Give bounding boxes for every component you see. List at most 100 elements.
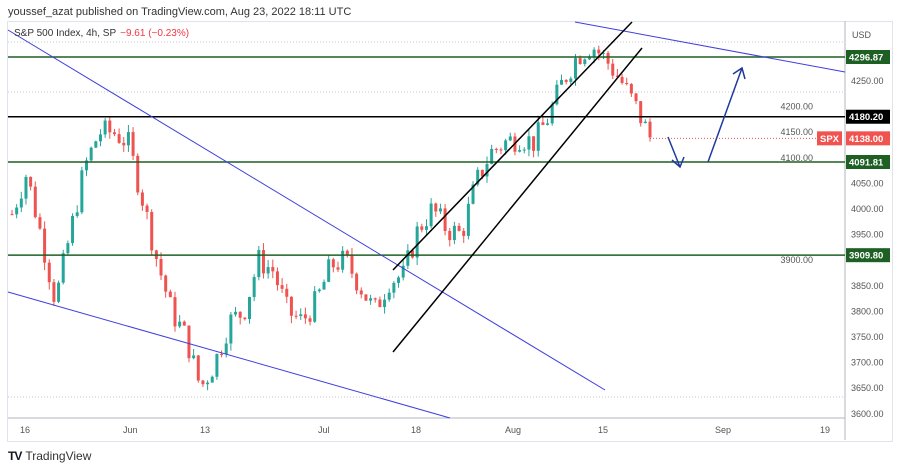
- candle-body: [355, 273, 359, 291]
- candle-body: [606, 52, 610, 64]
- candle-body: [140, 192, 144, 206]
- candle-body: [122, 142, 126, 146]
- candle-body: [43, 228, 47, 263]
- candle-body: [601, 52, 605, 54]
- down-arrow-icon[interactable]: [667, 136, 685, 169]
- candle-body: [541, 122, 545, 125]
- candle-body: [532, 136, 536, 151]
- candle-body: [10, 214, 14, 216]
- candle-body: [289, 296, 293, 316]
- candle-body: [643, 121, 647, 124]
- candle-body: [303, 314, 307, 319]
- price-tick: 3850.00: [851, 281, 884, 291]
- price-tick: 3650.00: [851, 383, 884, 393]
- level-price-label: 3909.80: [849, 251, 883, 262]
- candle-body: [527, 136, 531, 150]
- candle-body: [206, 382, 210, 385]
- candle-body: [550, 104, 554, 124]
- level-price-badge: [846, 154, 890, 169]
- candle-body: [117, 134, 121, 143]
- candle-body: [592, 49, 596, 57]
- candle-body: [215, 354, 219, 377]
- candle-body: [126, 132, 130, 146]
- symbol-badge: [817, 131, 842, 146]
- current-price-label: 4138.00: [849, 134, 883, 145]
- candle-body: [345, 250, 349, 255]
- candle-body: [620, 76, 624, 83]
- candle-body: [583, 59, 587, 65]
- chart-frame: [7, 21, 893, 442]
- candle-body: [401, 265, 405, 278]
- candle-body: [229, 314, 233, 344]
- level-price-label: 4296.87: [849, 53, 883, 64]
- candle-body: [178, 321, 182, 327]
- candle-body: [378, 299, 382, 308]
- candle-body: [480, 169, 484, 177]
- candle-body: [57, 282, 61, 302]
- candle-body: [308, 318, 312, 322]
- candle-body: [629, 83, 633, 94]
- candle-body: [299, 314, 303, 317]
- candle-body: [438, 208, 442, 212]
- candle-body: [47, 262, 51, 283]
- candle-body: [415, 226, 419, 258]
- candle-body: [564, 80, 568, 82]
- candle-body: [159, 259, 163, 276]
- candle-body: [164, 275, 168, 292]
- candle-body: [448, 230, 452, 241]
- candles: [10, 45, 652, 391]
- candle-body: [336, 267, 340, 270]
- candle-body: [150, 211, 154, 251]
- candle-body: [397, 277, 401, 283]
- currency-label: USD: [852, 30, 872, 40]
- published-info: youssef_azat published on TradingView.co…: [8, 6, 352, 18]
- candle-body: [271, 267, 275, 272]
- price-tick: 4100.00: [780, 153, 813, 163]
- candle-body: [364, 294, 368, 301]
- up-arrow-icon[interactable]: [707, 66, 746, 163]
- candle-body: [546, 123, 550, 125]
- candle-body: [71, 215, 75, 244]
- upper-resistance-trendline[interactable]: [574, 21, 846, 73]
- candle-body: [15, 207, 19, 215]
- candle-body: [103, 120, 107, 135]
- descending-trendline[interactable]: [7, 29, 606, 391]
- candle-body: [508, 136, 512, 141]
- candle-body: [98, 134, 102, 142]
- candle-body: [578, 58, 582, 65]
- price-tick: 4250.00: [851, 76, 884, 86]
- candle-body: [19, 198, 23, 208]
- candle-body: [80, 170, 84, 213]
- candle-body: [61, 253, 65, 283]
- candle-body: [85, 160, 89, 171]
- candle-body: [471, 184, 475, 204]
- level-price-badge: [846, 109, 890, 124]
- lower-trendline[interactable]: [7, 291, 451, 419]
- candle-body: [33, 186, 37, 218]
- level-price-badge: [846, 248, 890, 263]
- time-tick: 15: [598, 425, 608, 435]
- price-change: −9.61 (−0.23%): [120, 28, 190, 39]
- candle-body: [424, 226, 428, 230]
- candle-body: [234, 311, 238, 315]
- candle-body: [611, 63, 615, 76]
- candle-body: [280, 285, 284, 289]
- candle-body: [504, 140, 508, 151]
- candle-body: [196, 355, 200, 381]
- candle-body: [639, 101, 643, 124]
- candle-body: [452, 225, 456, 241]
- candle-body: [341, 250, 345, 270]
- candle-body: [383, 299, 387, 308]
- footer-brand[interactable]: TV TradingView: [8, 449, 91, 463]
- candle-body: [173, 297, 177, 327]
- candle-body: [466, 203, 470, 236]
- time-tick: Sep: [715, 425, 731, 435]
- candle-body: [443, 208, 447, 231]
- candle-body: [429, 203, 433, 227]
- candle-body: [131, 132, 135, 156]
- level-price-badge: [846, 50, 890, 65]
- channel-upper-line[interactable]: [392, 21, 633, 271]
- candle-body: [145, 205, 149, 212]
- channel-lower-line[interactable]: [392, 47, 643, 353]
